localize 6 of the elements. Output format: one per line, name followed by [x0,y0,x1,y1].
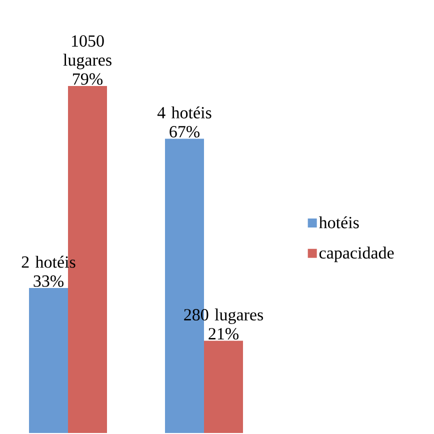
legend-label: capacidade [319,246,394,262]
bar [29,288,68,433]
data-label: 1050 lugares 79% [63,35,112,85]
data-label: 4 hotéis 67% [157,106,212,138]
bar [204,340,244,433]
legend-label: hotéis [318,216,359,228]
